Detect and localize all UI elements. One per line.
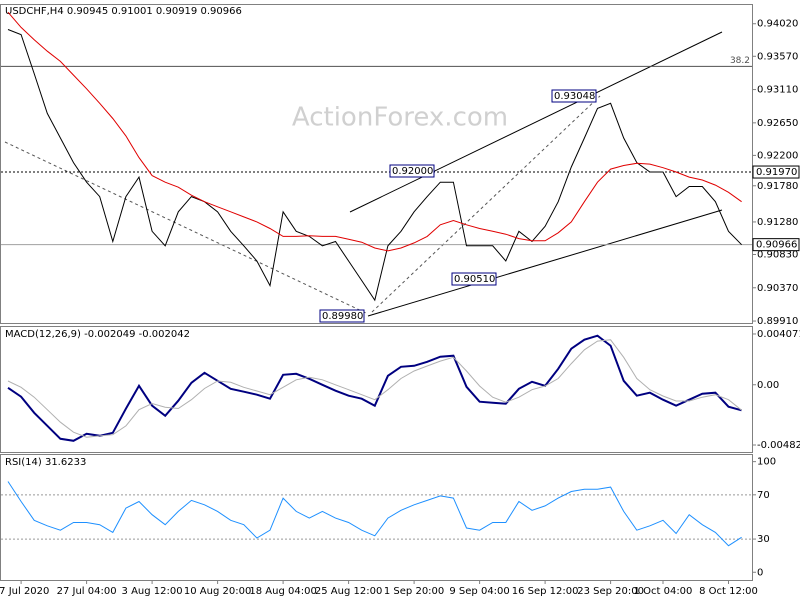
- y-tick-label: 0.92200: [757, 150, 798, 161]
- x-tick-label: 9 Sep 04:00: [449, 586, 509, 597]
- series-line: [7, 29, 742, 302]
- x-tick-label: 16 Sep 12:00: [512, 586, 579, 597]
- rsi-panel: [0, 454, 753, 581]
- x-tick-label: 10 Aug 20:00: [184, 586, 251, 597]
- y-tick-label: 0: [757, 567, 763, 578]
- y-tick-label: 0.93110: [757, 85, 798, 96]
- y-tick-label: 0.004071: [757, 329, 800, 340]
- annotation-label: 0.92000: [392, 166, 433, 177]
- x-tick-label: 23 Sep 20:00: [577, 586, 644, 597]
- price-title: USDCHF,H4 0.90945 0.91001 0.90919 0.9096…: [5, 6, 242, 17]
- macd-title: MACD(12,26,9) -0.002049 -0.002042: [5, 329, 190, 340]
- x-tick-label: 25 Aug 12:00: [315, 586, 382, 597]
- y-tick-label: 0.90830: [757, 249, 798, 260]
- marker-label: 0.90966: [756, 240, 797, 251]
- marker-label: 0.91970: [756, 167, 797, 178]
- y-tick-label: 0.93570: [757, 51, 798, 62]
- annotation-label: 0.89980: [322, 311, 363, 322]
- y-tick-label: 0.89910: [757, 316, 798, 327]
- fib-label: 38.2: [730, 56, 750, 66]
- y-tick-label: 70: [757, 490, 770, 501]
- macd-panel: [0, 326, 753, 453]
- series-line: [7, 339, 742, 438]
- marker-box: [752, 238, 800, 252]
- y-tick-label: 0.94020: [757, 19, 798, 30]
- x-tick-label: 17 Jul 2020: [0, 586, 49, 597]
- annotation-label: 0.93048: [554, 91, 595, 102]
- y-tick-label: -0.004829: [757, 440, 800, 451]
- series-line: [7, 481, 742, 547]
- x-tick-label: 27 Jul 04:00: [57, 586, 117, 597]
- rsi-title: RSI(14) 31.6233: [5, 457, 86, 468]
- channel-upper: [349, 31, 723, 213]
- watermark: ActionForex.com: [292, 103, 508, 133]
- y-tick-label: 30: [757, 534, 770, 545]
- x-tick-label: 18 Aug 04:00: [249, 586, 316, 597]
- annotation-label: 0.90510: [454, 274, 495, 285]
- series-line: [7, 334, 742, 442]
- series-line: [7, 11, 742, 252]
- annotation-box: [451, 272, 497, 286]
- x-tick-label: 1 Oct 04:00: [634, 586, 693, 597]
- x-tick-label: 8 Oct 12:00: [699, 586, 758, 597]
- marker-box: [752, 165, 800, 179]
- price-panel: [0, 4, 753, 324]
- x-tick-label: 1 Sep 20:00: [384, 586, 444, 597]
- annotation-box: [319, 309, 365, 323]
- annotation-box: [389, 164, 435, 178]
- y-tick-label: 0.90370: [757, 283, 798, 294]
- downtrend-line: [4, 141, 369, 315]
- channel-lower: [367, 209, 723, 317]
- y-tick-label: 0.92650: [757, 118, 798, 129]
- annotation-box: [551, 89, 597, 103]
- y-tick-label: 0.91780: [757, 181, 798, 192]
- y-tick-label: 0.91280: [757, 217, 798, 228]
- trend-lines: [4, 31, 723, 317]
- channel-mid: [371, 95, 601, 313]
- x-tick-label: 3 Aug 12:00: [122, 586, 183, 597]
- y-tick-label: 100: [757, 457, 776, 468]
- y-tick-label: 0.00: [757, 380, 779, 391]
